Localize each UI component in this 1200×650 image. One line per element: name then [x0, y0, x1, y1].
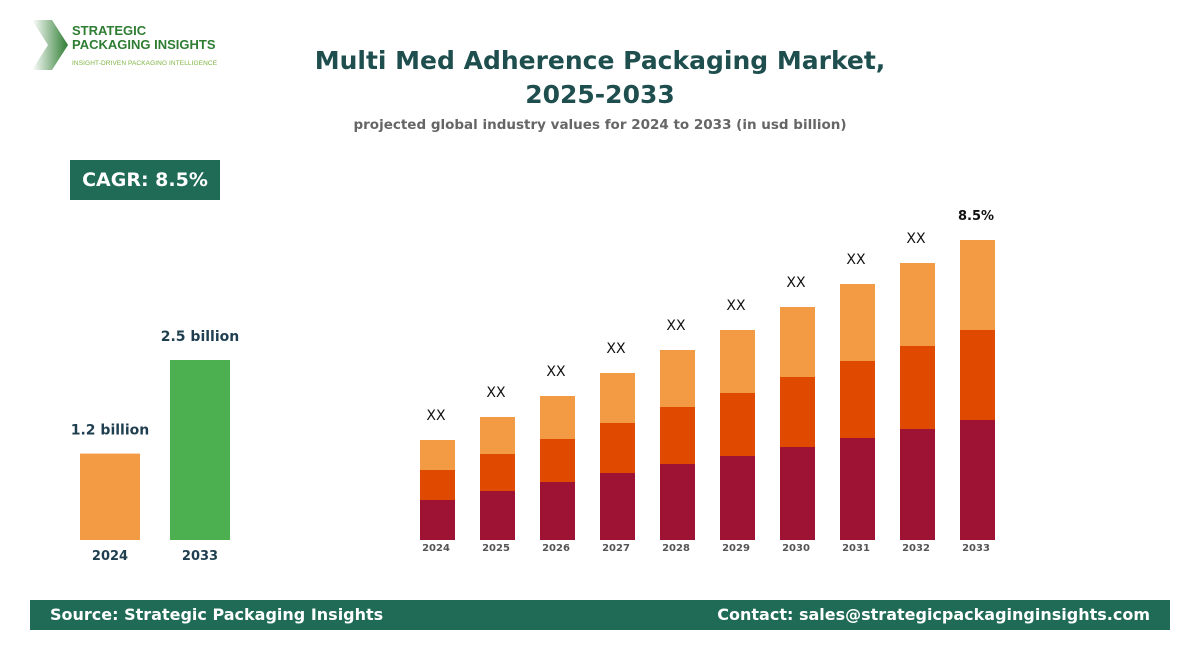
logo — [30, 20, 70, 70]
x-tick-label: 2031 — [842, 543, 870, 554]
bar-2033 — [170, 360, 230, 540]
title-line1: Multi Med Adherence Packaging Market, — [314, 46, 886, 75]
bar-segment-2026-0 — [540, 482, 575, 540]
x-tick-label: 2026 — [542, 543, 570, 554]
chart-subtitle: projected global industry values for 202… — [353, 117, 847, 133]
bar-segment-2027-2 — [600, 373, 635, 423]
bar-segment-2027-1 — [600, 423, 635, 473]
bar-segment-2025-0 — [480, 491, 515, 540]
x-tick-label: 2027 — [602, 543, 630, 554]
data-label: XX — [426, 408, 446, 424]
data-label: XX — [846, 252, 866, 268]
bar-segment-2028-0 — [660, 464, 695, 540]
logo-name: STRATEGIC PACKAGING INSIGHTS — [72, 24, 232, 52]
cagr-badge: CAGR: 8.5% — [70, 160, 220, 200]
x-tick-label: 2028 — [662, 543, 690, 554]
chart-title: Multi Med Adherence Packaging Market, 202… — [300, 44, 900, 112]
bar-segment-2032-0 — [900, 429, 935, 540]
bar-segment-2028-2 — [660, 350, 695, 407]
bar-segment-2025-2 — [480, 417, 515, 454]
data-label: 2.5 billion — [161, 329, 239, 345]
bar-2024 — [80, 453, 140, 540]
data-label: XX — [486, 385, 506, 401]
x-tick-label: 2032 — [902, 543, 930, 554]
bar-segment-2030-0 — [780, 447, 815, 540]
data-label: XX — [606, 341, 626, 357]
x-tick-label: 2033 — [182, 549, 218, 564]
bar-segment-2030-2 — [780, 307, 815, 377]
bar-segment-2032-1 — [900, 346, 935, 429]
bar-segment-2026-1 — [540, 439, 575, 482]
x-tick-label: 2024 — [422, 543, 450, 554]
bar-segment-2031-2 — [840, 284, 875, 361]
bar-segment-2029-2 — [720, 330, 755, 393]
bar-segment-2029-1 — [720, 393, 755, 456]
data-label: 8.5% — [958, 209, 994, 224]
x-tick-label: 2024 — [92, 549, 128, 564]
data-label: XX — [906, 231, 926, 247]
bar-segment-2028-1 — [660, 407, 695, 464]
x-tick-label: 2033 — [962, 543, 990, 554]
data-label: XX — [726, 298, 746, 314]
data-label: XX — [786, 275, 806, 291]
bar-segment-2024-1 — [420, 470, 455, 500]
charts: 1.2 billion 2024 2.5 billion 2033 XX 2024 XX 20… — [71, 209, 995, 564]
bar-segment-2033-0 — [960, 420, 995, 540]
footer: Source: Strategic Packaging Insights Con… — [30, 600, 1170, 630]
title-line2: 2025-2033 — [525, 80, 675, 109]
source-text: Source: Strategic Packaging Insights — [50, 605, 384, 624]
bar-segment-2030-1 — [780, 377, 815, 447]
contact-link[interactable]: Contact: sales@strategicpackaginginsight… — [717, 605, 1150, 624]
logo-chevron-icon — [32, 20, 68, 70]
logo-tagline: INSIGHT-DRIVEN PACKAGING INTELLIGENCE — [72, 60, 218, 67]
bar-segment-2027-0 — [600, 473, 635, 540]
x-tick-label: 2030 — [782, 543, 810, 554]
bar-segment-2031-0 — [840, 438, 875, 540]
logo-line2: PACKAGING INSIGHTS — [72, 37, 216, 52]
bar-segment-2032-2 — [900, 263, 935, 346]
logo-line1: STRATEGIC — [72, 23, 147, 38]
bar-segment-2033-2 — [960, 240, 995, 330]
bar-segment-2025-1 — [480, 454, 515, 491]
data-label: 1.2 billion — [71, 423, 149, 439]
bar-segment-2024-2 — [420, 440, 455, 470]
bar-segment-2026-2 — [540, 396, 575, 439]
bar-segment-2024-0 — [420, 500, 455, 540]
x-tick-label: 2025 — [482, 543, 510, 554]
data-label: XX — [666, 318, 686, 334]
bar-segment-2031-1 — [840, 361, 875, 438]
data-label: XX — [546, 364, 566, 380]
bar-segment-2033-1 — [960, 330, 995, 420]
x-tick-label: 2029 — [722, 543, 750, 554]
bar-segment-2029-0 — [720, 456, 755, 540]
